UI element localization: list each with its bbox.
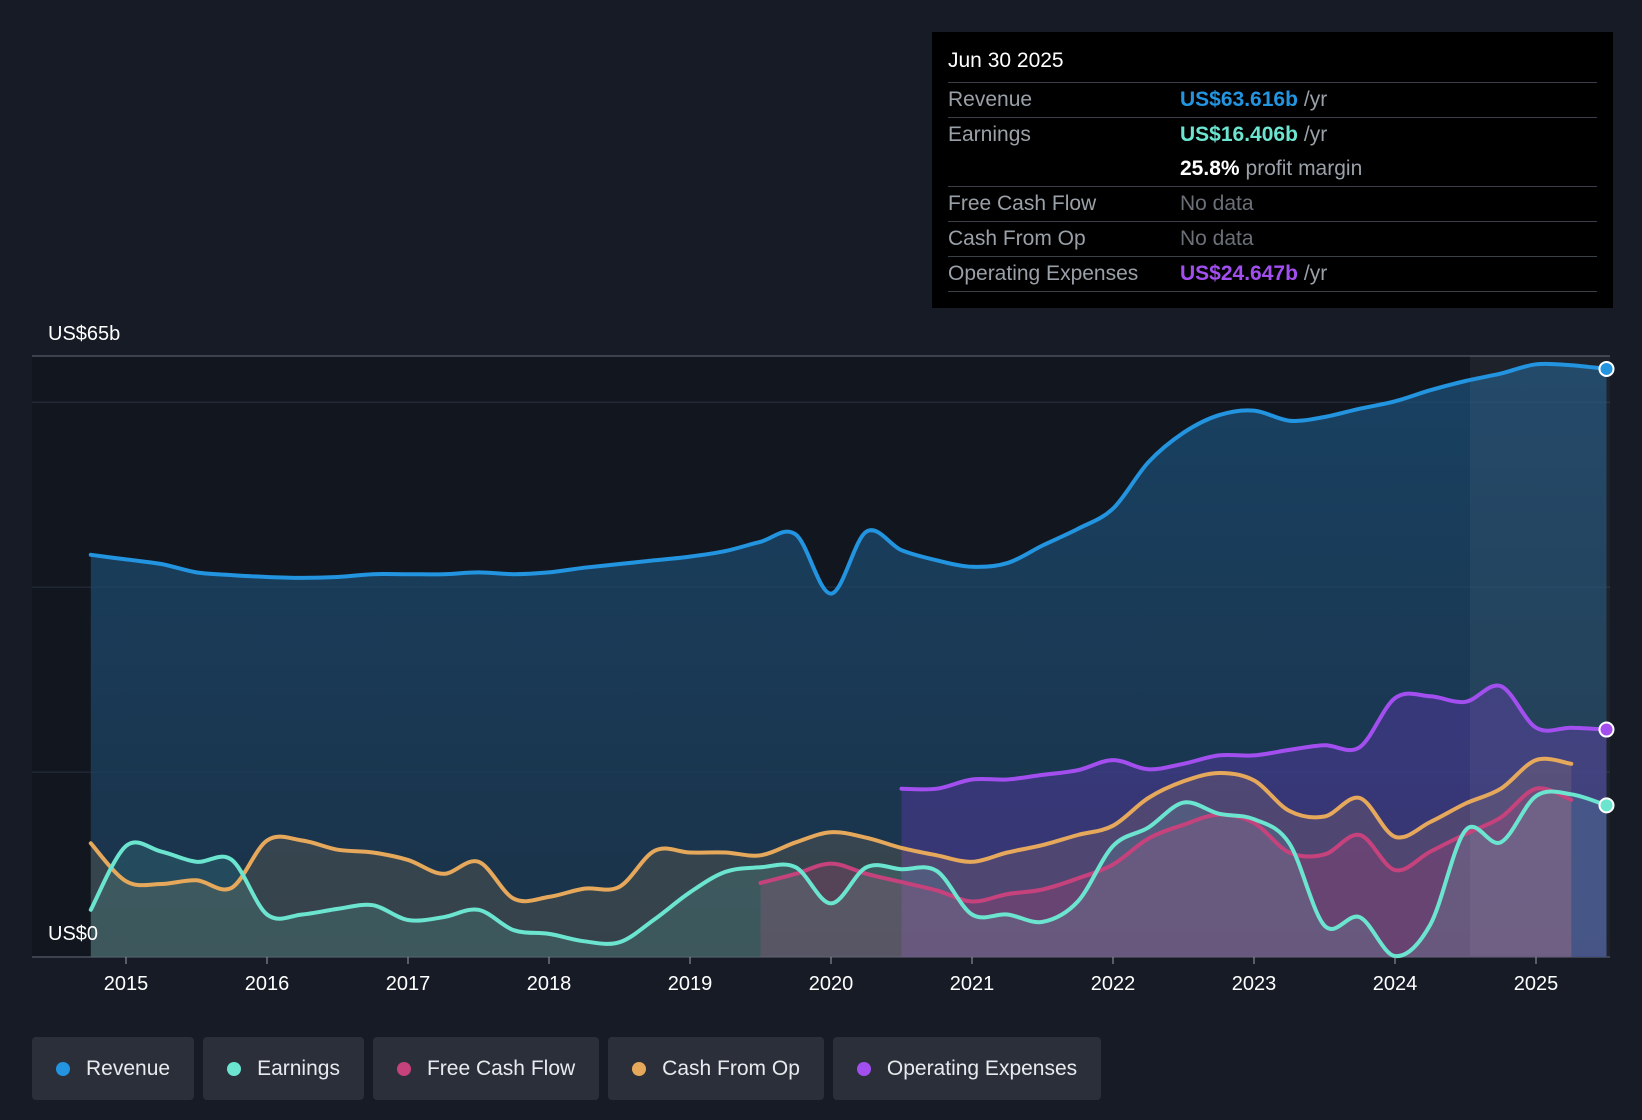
legend: Revenue Earnings Free Cash Flow Cash Fro… <box>32 1037 1102 1100</box>
x-tick-label: 2024 <box>1373 973 1418 995</box>
legend-label-fcf: Free Cash Flow <box>426 1056 576 1080</box>
tooltip-value-cfo: No data <box>1180 227 1254 250</box>
y-bottom-label: US$0 <box>48 923 98 945</box>
legend-item-opex[interactable]: Operating Expenses <box>832 1037 1102 1100</box>
tooltip-date: Jun 30 2025 <box>948 49 1064 72</box>
tooltip-margin-value: 25.8% <box>1180 157 1240 180</box>
x-tick-label: 2022 <box>1091 973 1136 995</box>
point-operating-expenses-latest <box>1598 721 1615 738</box>
tooltip-value-fcf: No data <box>1180 192 1254 215</box>
tooltip-unit-opex: /yr <box>1303 262 1328 285</box>
y-top-label: US$65b <box>48 323 120 345</box>
tooltip-row-cfo: Cash From Op No data <box>948 221 1597 256</box>
tooltip-label-cfo: Cash From Op <box>948 227 1086 250</box>
tooltip-label-fcf: Free Cash Flow <box>948 192 1097 215</box>
point-earnings-latest <box>1598 797 1615 814</box>
tooltip-row-opex: Operating Expenses US$24.647b /yr <box>948 256 1597 292</box>
legend-dot-revenue <box>56 1061 70 1076</box>
line-earnings <box>88 789 1609 959</box>
tooltip-unit-earnings: /yr <box>1303 123 1328 146</box>
forecast-shade <box>1470 356 1610 956</box>
tooltip-label-earnings: Earnings <box>948 123 1031 146</box>
tooltip-row-earnings: Earnings US$16.406b /yr <box>948 117 1597 152</box>
tooltip-margin-text: profit margin <box>1245 157 1363 180</box>
line-operating-expenses <box>899 683 1609 792</box>
legend-label-cfo: Cash From Op <box>662 1056 800 1080</box>
legend-item-fcf[interactable]: Free Cash Flow <box>372 1037 600 1100</box>
x-tick-label: 2017 <box>386 973 431 995</box>
legend-dot-cfo <box>632 1061 647 1076</box>
legend-item-cfo[interactable]: Cash From Op <box>608 1037 824 1100</box>
tooltip-value-opex: US$24.647b <box>1180 262 1298 285</box>
legend-label-earnings: Earnings <box>257 1056 340 1080</box>
x-tick-label: 2020 <box>809 973 854 995</box>
x-tick-label: 2019 <box>668 973 713 995</box>
tooltip-row-fcf: Free Cash Flow No data <box>948 186 1597 221</box>
legend-dot-fcf <box>396 1061 411 1076</box>
tooltip-label-opex: Operating Expenses <box>948 262 1139 285</box>
legend-dot-opex <box>856 1061 871 1076</box>
point-revenue-latest <box>1598 360 1615 377</box>
x-tick-label: 2023 <box>1232 973 1277 995</box>
tooltip-panel: Jun 30 2025 Revenue US$63.616b /yr Earni… <box>932 32 1613 308</box>
legend-label-opex: Operating Expenses <box>886 1056 1078 1080</box>
line-cash-from-op <box>88 756 1574 904</box>
area-free-cash-flow <box>760 788 1572 957</box>
tooltip-unit-revenue: /yr <box>1303 88 1328 111</box>
series-lines <box>88 360 1615 959</box>
x-tick-label: 2018 <box>527 973 572 995</box>
line-free-cash-flow <box>758 786 1574 904</box>
x-tick-label: 2015 <box>104 973 149 995</box>
legend-item-earnings[interactable]: Earnings <box>203 1037 364 1100</box>
tooltip-label-revenue: Revenue <box>948 88 1033 111</box>
line-revenue <box>88 361 1609 596</box>
tooltip-row-revenue: Revenue US$63.616b /yr <box>948 82 1597 117</box>
area-revenue <box>90 363 1607 957</box>
tooltip-row-margin: 25.8% profit margin <box>948 152 1597 186</box>
legend-item-revenue[interactable]: Revenue <box>32 1037 195 1100</box>
tooltip-value-earnings: US$16.406b <box>1180 123 1298 146</box>
x-tick-label: 2021 <box>950 973 995 995</box>
x-tick-label: 2016 <box>245 973 290 995</box>
tooltip-value-revenue: US$63.616b <box>1180 88 1298 111</box>
area-earnings <box>90 791 1607 957</box>
legend-dot-earnings <box>227 1061 242 1076</box>
legend-label-revenue: Revenue <box>86 1056 171 1080</box>
x-axis-ticks: 2015 2016 2017 2018 2019 2020 2021 2022 2023 2024… <box>104 957 1559 995</box>
x-tick-label: 2025 <box>1514 973 1559 995</box>
